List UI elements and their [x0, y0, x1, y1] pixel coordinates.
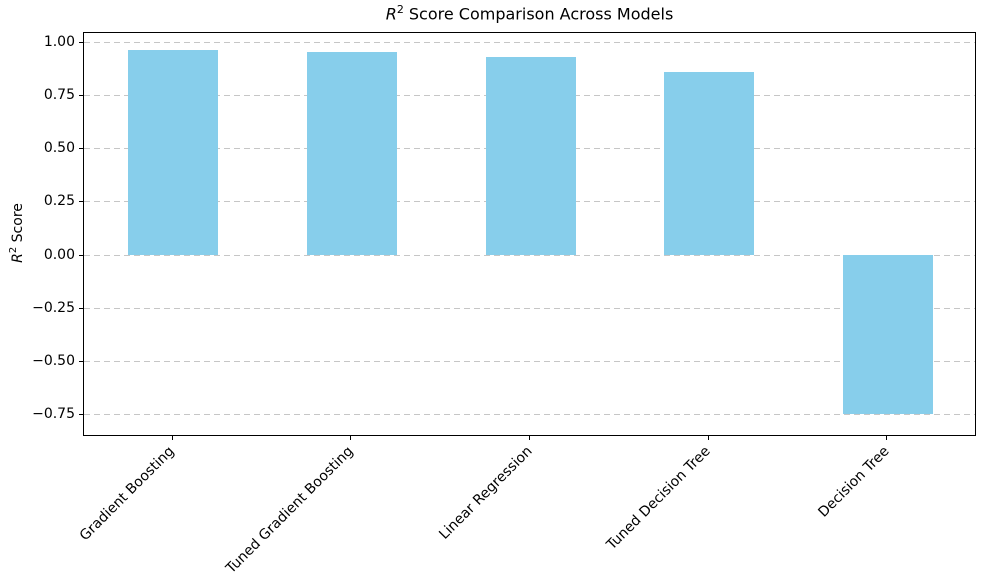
y-tick-mark — [79, 360, 83, 362]
y-tick-mark — [79, 201, 83, 203]
y-tick-mark — [79, 307, 83, 309]
chart-title-superscript: 2 — [396, 3, 404, 16]
plot-area — [83, 32, 976, 436]
bar-tuned-gradient-boosting — [307, 51, 397, 255]
y-tick-mark — [79, 148, 83, 150]
y-tick-label: 0.75 — [43, 87, 75, 104]
x-tick-mark — [171, 436, 173, 440]
y-tick-label: −0.25 — [32, 299, 75, 316]
chart-title-r: R — [385, 4, 397, 24]
bar-gradient-boosting — [128, 50, 218, 255]
x-tick-mark — [350, 436, 352, 440]
y-tick-label: −0.75 — [32, 406, 75, 423]
y-tick-label: −0.50 — [32, 352, 75, 369]
y-tick-mark — [79, 95, 83, 97]
x-tick-mark — [886, 436, 888, 440]
chart-title-rest: Score Comparison Across Models — [403, 4, 674, 24]
y-tick-mark — [79, 41, 83, 43]
gridline-y — [84, 254, 975, 256]
x-tick-label: Gradient Boosting — [77, 443, 178, 545]
bar-decision-tree — [843, 254, 933, 415]
gridline-y — [84, 360, 975, 362]
y-tick-label: 0.50 — [43, 140, 75, 157]
y-tick-mark — [79, 254, 83, 256]
gridline-y — [84, 414, 975, 416]
x-tick-mark — [707, 436, 709, 440]
gridline-y — [84, 41, 975, 43]
y-axis-label-rest: Score — [9, 203, 26, 247]
y-tick-label: 1.00 — [43, 33, 75, 50]
y-tick-mark — [79, 414, 83, 416]
bar-linear-regression — [486, 56, 576, 255]
gridline-y — [84, 307, 975, 309]
x-tick-mark — [529, 436, 530, 440]
y-tick-label: 0.25 — [43, 193, 75, 210]
chart-title: R2 Score Comparison Across Models — [83, 3, 976, 23]
bar-tuned-decision-tree — [664, 71, 754, 255]
y-tick-label: 0.00 — [43, 246, 75, 263]
